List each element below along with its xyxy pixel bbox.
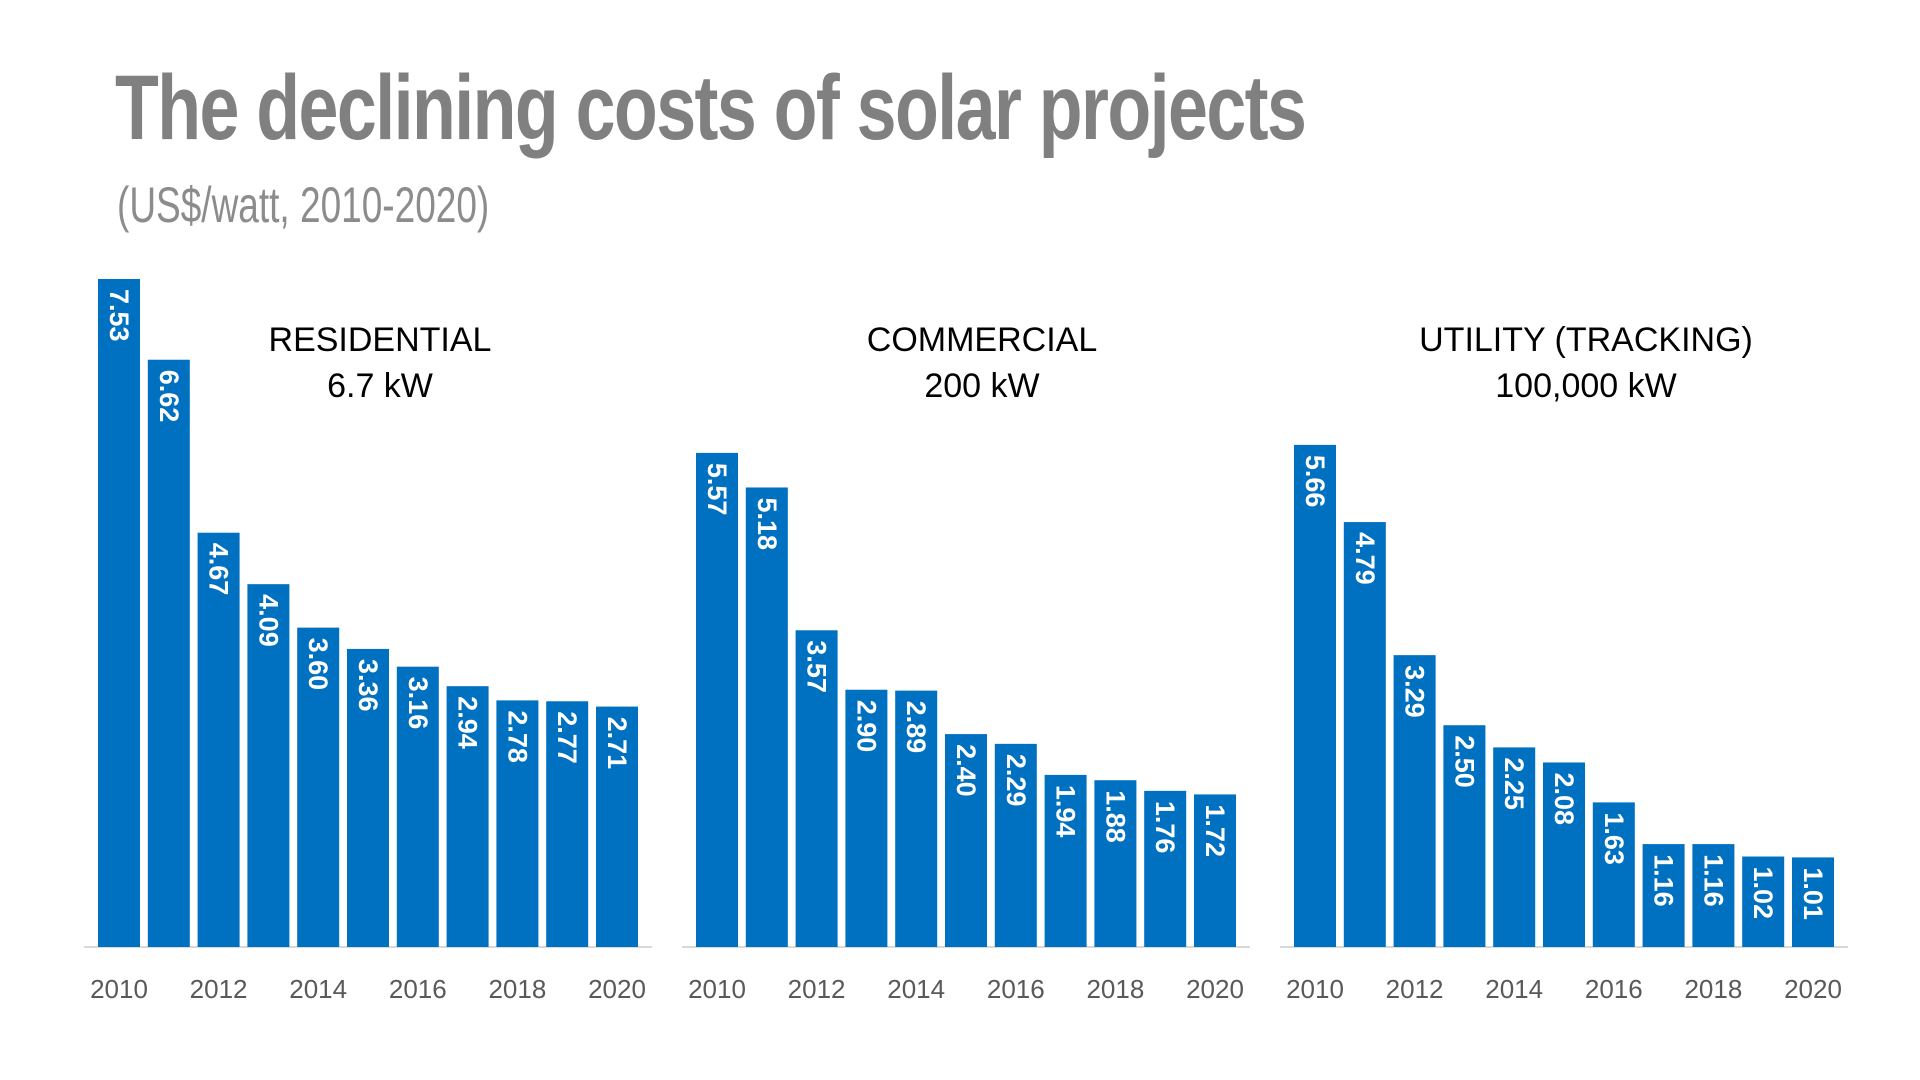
bar-value-label: 2.89 bbox=[901, 701, 931, 754]
bar-2016 bbox=[1592, 802, 1635, 947]
bar-2011 bbox=[745, 487, 788, 947]
x-tick-label: 2020 bbox=[1186, 974, 1244, 1004]
x-tick-label: 2012 bbox=[788, 974, 846, 1004]
bar-value-label: 1.02 bbox=[1748, 867, 1778, 920]
bar-value-label: 2.40 bbox=[951, 744, 981, 797]
x-tick-label: 2018 bbox=[1684, 974, 1742, 1004]
chart-panel-2: 5.57 5.18 3.57 2.90 2.89 2.40 2.29 1.94 1.88 1.76… bbox=[682, 321, 1250, 1004]
bar-value-label: 3.29 bbox=[1400, 665, 1430, 718]
bar-value-label: 3.60 bbox=[303, 638, 333, 691]
bar-2012 bbox=[197, 532, 240, 947]
bar-value-label: 2.71 bbox=[602, 717, 632, 770]
bar-2016 bbox=[994, 743, 1037, 947]
panel-title: UTILITY (TRACKING) bbox=[1419, 321, 1753, 359]
bar-2018 bbox=[1692, 844, 1735, 947]
bar-value-label: 3.36 bbox=[353, 659, 383, 712]
bar-value-label: 1.76 bbox=[1150, 801, 1180, 854]
bar-value-label: 4.79 bbox=[1350, 532, 1380, 585]
chart-panel-1: 7.53 6.62 4.67 4.09 3.60 3.36 3.16 2.94 2.78 2.77… bbox=[84, 279, 652, 1004]
bar-2013 bbox=[247, 584, 290, 947]
bar-2015 bbox=[347, 648, 389, 947]
x-tick-label: 2014 bbox=[887, 974, 945, 1004]
bar-value-label: 5.66 bbox=[1300, 455, 1330, 508]
bar-value-label: 1.88 bbox=[1100, 790, 1130, 843]
bar-value-label: 4.67 bbox=[204, 543, 234, 596]
bar-value-label: 2.77 bbox=[552, 711, 582, 764]
x-tick-label: 2010 bbox=[688, 974, 746, 1004]
bar-value-label: 2.08 bbox=[1549, 772, 1579, 825]
bar-2010 bbox=[98, 279, 140, 947]
bar-2020 bbox=[596, 706, 638, 947]
bar-2019 bbox=[1144, 790, 1187, 947]
bar-2013 bbox=[1443, 725, 1486, 947]
bar-2014 bbox=[895, 690, 938, 947]
bar-2010 bbox=[1294, 444, 1336, 947]
x-tick-label: 2016 bbox=[389, 974, 447, 1004]
x-tick-label: 2016 bbox=[987, 974, 1045, 1004]
bar-value-label: 2.94 bbox=[453, 696, 483, 749]
bar-2017 bbox=[446, 686, 489, 947]
x-tick-label: 2014 bbox=[289, 974, 347, 1004]
bar-value-label: 2.29 bbox=[1001, 754, 1031, 807]
x-tick-label: 2018 bbox=[488, 974, 546, 1004]
panel-title: COMMERCIAL bbox=[867, 321, 1097, 359]
x-tick-label: 2010 bbox=[90, 974, 148, 1004]
bar-value-label: 2.90 bbox=[851, 700, 881, 753]
bar-2019 bbox=[1742, 856, 1785, 947]
panel-subtitle: 200 kW bbox=[924, 367, 1039, 405]
bar-2019 bbox=[546, 701, 589, 947]
bar-value-label: 4.09 bbox=[253, 594, 283, 647]
x-tick-label: 2010 bbox=[1286, 974, 1344, 1004]
x-tick-label: 2018 bbox=[1086, 974, 1144, 1004]
bar-2012 bbox=[1393, 655, 1436, 947]
panel-subtitle: 6.7 kW bbox=[327, 367, 433, 405]
bar-2012 bbox=[795, 630, 838, 947]
panel-title: RESIDENTIAL bbox=[269, 321, 492, 359]
x-tick-label: 2014 bbox=[1485, 974, 1543, 1004]
bar-value-label: 2.50 bbox=[1449, 735, 1479, 788]
bar-2011 bbox=[147, 359, 190, 947]
bar-value-label: 3.16 bbox=[403, 677, 433, 730]
bar-value-label: 1.72 bbox=[1200, 804, 1230, 857]
bar-2014 bbox=[297, 627, 340, 947]
bar-2017 bbox=[1642, 844, 1685, 947]
bar-value-label: 5.57 bbox=[702, 463, 732, 516]
x-tick-label: 2016 bbox=[1585, 974, 1643, 1004]
bar-value-label: 2.78 bbox=[502, 710, 532, 763]
bar-2014 bbox=[1493, 747, 1536, 947]
x-tick-label: 2020 bbox=[1784, 974, 1842, 1004]
bar-2015 bbox=[945, 734, 987, 947]
chart-panel-3: 5.66 4.79 3.29 2.50 2.25 2.08 1.63 1.16 1.16 1.02… bbox=[1280, 321, 1848, 1004]
bar-value-label: 6.62 bbox=[154, 370, 184, 423]
bar-value-label: 1.63 bbox=[1599, 812, 1629, 865]
bar-value-label: 3.57 bbox=[802, 640, 832, 693]
bar-value-label: 5.18 bbox=[752, 497, 782, 550]
bar-2015 bbox=[1543, 762, 1585, 947]
bar-value-label: 1.94 bbox=[1051, 785, 1081, 838]
bar-2016 bbox=[396, 666, 439, 947]
x-tick-label: 2012 bbox=[1386, 974, 1444, 1004]
bar-2020 bbox=[1792, 857, 1834, 947]
bar-value-label: 1.01 bbox=[1798, 867, 1828, 920]
bar-2013 bbox=[845, 689, 888, 947]
bar-2018 bbox=[1094, 780, 1137, 947]
panel-subtitle: 100,000 kW bbox=[1495, 367, 1676, 405]
x-tick-label: 2020 bbox=[588, 974, 646, 1004]
bar-value-label: 1.16 bbox=[1649, 854, 1679, 907]
bar-value-label: 1.16 bbox=[1698, 854, 1728, 907]
bar-value-label: 7.53 bbox=[104, 289, 134, 342]
bar-2017 bbox=[1044, 774, 1087, 947]
chart-title: The declining costs of solar projects bbox=[115, 57, 1307, 159]
bar-2010 bbox=[696, 452, 738, 947]
chart-subtitle: (US$/watt, 2010-2020) bbox=[117, 177, 490, 233]
bar-2018 bbox=[496, 700, 539, 947]
x-tick-label: 2012 bbox=[190, 974, 248, 1004]
bar-2011 bbox=[1343, 522, 1386, 947]
bar-value-label: 2.25 bbox=[1499, 757, 1529, 810]
bar-2020 bbox=[1194, 794, 1236, 947]
